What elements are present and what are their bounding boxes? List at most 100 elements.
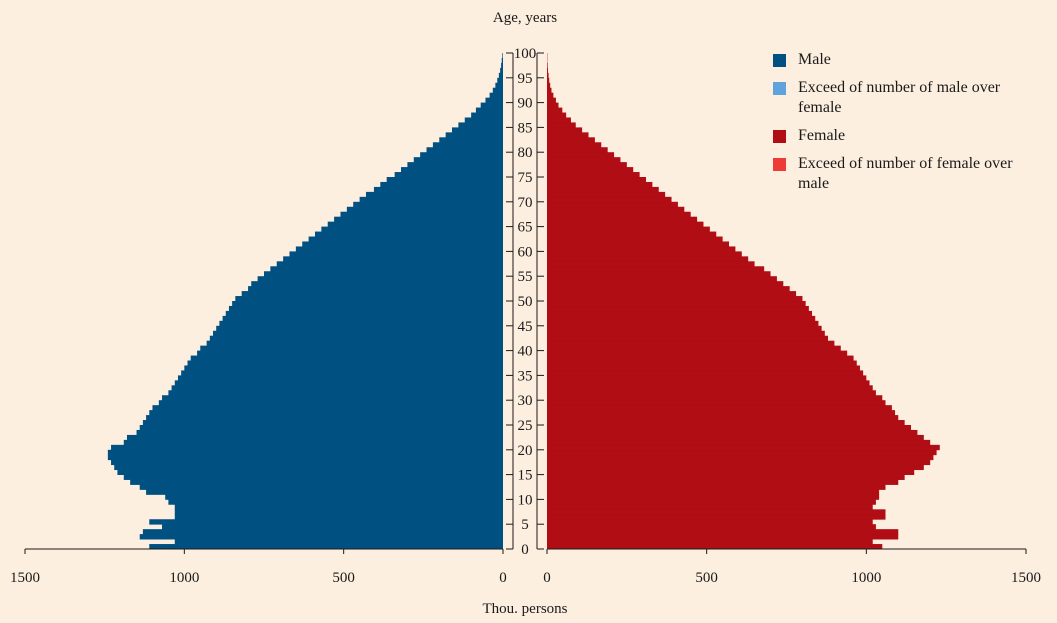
legend-label-female: Female bbox=[798, 127, 846, 144]
female-bar bbox=[547, 509, 886, 515]
male-bar bbox=[248, 286, 503, 292]
male-bar bbox=[174, 514, 504, 520]
female-bar bbox=[547, 335, 829, 342]
male-bar bbox=[197, 350, 503, 356]
male-bar bbox=[232, 301, 503, 307]
y-tick-label: 75 bbox=[518, 170, 533, 186]
female-bar bbox=[547, 107, 563, 113]
female-bar bbox=[547, 305, 809, 312]
female-bars bbox=[547, 53, 940, 550]
male-bar bbox=[394, 172, 503, 178]
legend-item-female: Female bbox=[773, 126, 1043, 146]
male-bar bbox=[165, 494, 504, 500]
female-bar bbox=[547, 226, 710, 232]
male-bar bbox=[222, 315, 503, 322]
male-bar bbox=[171, 385, 503, 391]
male-bar bbox=[107, 454, 503, 461]
female-bar bbox=[547, 127, 583, 133]
male-bar bbox=[458, 122, 503, 128]
male-bar bbox=[464, 117, 503, 123]
female-bar bbox=[547, 489, 880, 495]
female-bar bbox=[547, 246, 736, 252]
male-bar bbox=[235, 296, 503, 302]
female-bar bbox=[547, 276, 777, 282]
male-bar bbox=[216, 325, 503, 332]
female-bar bbox=[547, 420, 905, 426]
male-bar bbox=[107, 449, 503, 456]
female-bar bbox=[547, 539, 873, 545]
male-bar bbox=[497, 77, 503, 84]
y-tick-label: 80 bbox=[518, 145, 533, 161]
female-bar bbox=[547, 172, 640, 178]
y-tick-label: 35 bbox=[518, 368, 533, 384]
female-bar bbox=[547, 97, 556, 103]
female-bar bbox=[547, 474, 905, 480]
male-bars bbox=[107, 53, 504, 550]
female-bar bbox=[547, 429, 918, 436]
female-bar bbox=[547, 370, 864, 376]
female-bar bbox=[547, 72, 549, 79]
y-tick-label: 55 bbox=[518, 269, 533, 285]
male-bar bbox=[177, 375, 503, 381]
male-bar bbox=[136, 429, 504, 436]
female-bar bbox=[547, 236, 723, 242]
y-tick-label: 85 bbox=[518, 120, 533, 136]
male-bar bbox=[359, 196, 503, 203]
male-bar bbox=[200, 345, 503, 351]
female-bar bbox=[547, 534, 899, 540]
female-bar bbox=[547, 365, 860, 371]
male-bar bbox=[485, 97, 503, 103]
x-tick-label-left: 1500 bbox=[10, 570, 40, 586]
male-bar bbox=[181, 370, 503, 376]
male-bar bbox=[168, 499, 503, 505]
legend-label-male-exceed: Exceed of number of male over female bbox=[798, 79, 1001, 116]
female-bar bbox=[547, 142, 602, 148]
male-bar bbox=[445, 132, 503, 138]
female-bar bbox=[547, 256, 749, 262]
x-tick-label-right: 0 bbox=[543, 570, 551, 586]
male-bar bbox=[492, 87, 503, 94]
female-bar bbox=[547, 375, 867, 381]
female-bar bbox=[547, 320, 819, 327]
male-bar bbox=[475, 107, 503, 113]
female-bar bbox=[547, 380, 870, 386]
male-bar bbox=[126, 434, 504, 441]
legend-swatch-male-exceed bbox=[773, 82, 786, 95]
male-bar bbox=[219, 320, 504, 327]
male-bar bbox=[346, 206, 503, 213]
male-bar bbox=[162, 524, 503, 530]
female-bar bbox=[547, 544, 883, 550]
male-bar bbox=[420, 152, 503, 158]
female-bar bbox=[547, 266, 765, 272]
female-bar bbox=[547, 181, 653, 188]
y-tick-label: 60 bbox=[518, 244, 533, 260]
female-bar bbox=[547, 325, 822, 332]
female-bar bbox=[547, 281, 784, 287]
female-bar bbox=[547, 459, 931, 466]
y-tick-label: 95 bbox=[518, 71, 533, 87]
female-bar bbox=[547, 231, 717, 237]
male-bar bbox=[158, 400, 503, 406]
female-bar bbox=[547, 355, 854, 361]
male-bar bbox=[251, 281, 503, 287]
y-tick-label: 70 bbox=[518, 195, 533, 211]
legend-swatch-female-exceed bbox=[773, 158, 786, 171]
female-bar bbox=[547, 67, 548, 74]
male-bar bbox=[386, 177, 503, 183]
male-bar bbox=[480, 102, 503, 108]
female-bar bbox=[547, 415, 899, 421]
male-bar bbox=[495, 82, 503, 89]
female-bar bbox=[547, 395, 883, 401]
male-bar bbox=[365, 191, 503, 198]
female-bar bbox=[547, 62, 548, 69]
female-bar bbox=[547, 504, 873, 510]
male-bar bbox=[501, 62, 503, 69]
male-bar bbox=[139, 425, 503, 431]
male-bar bbox=[321, 226, 503, 232]
female-bar bbox=[547, 449, 937, 456]
male-bar bbox=[314, 231, 503, 237]
female-bar bbox=[547, 291, 797, 297]
male-bar bbox=[489, 92, 503, 99]
female-bar bbox=[547, 241, 730, 247]
y-tick-label: 100 bbox=[514, 46, 537, 62]
